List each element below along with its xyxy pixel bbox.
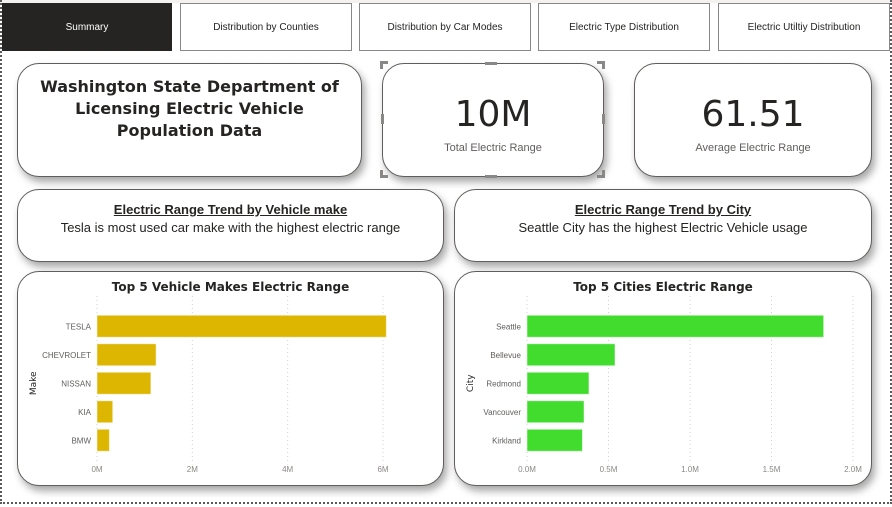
resize-handle[interactable] — [597, 175, 605, 178]
insight-heading: Electric Range Trend by City — [574, 202, 752, 217]
bar-bmw[interactable] — [96, 428, 110, 452]
bar-tesla[interactable] — [96, 314, 387, 338]
category-label: Vancouver — [483, 408, 521, 417]
bar-seattle[interactable] — [526, 314, 825, 338]
resize-handle[interactable] — [602, 170, 605, 178]
tab-electric-utility-distribution[interactable]: Electric Utiltiy Distribution — [718, 3, 890, 51]
category-label: BMW — [71, 436, 91, 445]
resize-handle[interactable] — [380, 170, 383, 178]
bar-kia[interactable] — [96, 400, 114, 424]
chart-card-top-makes[interactable]: Top 5 Vehicle Makes Electric Range 0M 2M 4… — [17, 271, 444, 486]
category-label: KIA — [78, 408, 92, 417]
bar-vancouver[interactable] — [526, 400, 585, 424]
category-label: TESLA — [66, 322, 92, 331]
x-tick-label: 2M — [187, 465, 198, 474]
tab-distribution-by-counties[interactable]: Distribution by Counties — [180, 3, 352, 51]
resize-handle[interactable] — [597, 61, 605, 64]
x-tick-label: 0M — [91, 465, 102, 474]
chart-card-top-cities[interactable]: Top 5 Cities Electric Range 0.0M 0.5M 1.0M… — [454, 271, 872, 486]
y-axis-title: Make — [29, 371, 39, 395]
page-title: Washington State Department of Licensing… — [40, 77, 339, 140]
insight-body: Seattle City has the highest Electric Ve… — [518, 220, 808, 235]
bar-chart-top-cities[interactable]: 0.0M 0.5M 1.0M 1.5M 2.0M Seattle Bellevue Redmo… — [455, 272, 873, 487]
x-tick-label: 1.0M — [681, 465, 699, 474]
chart-title: Top 5 Cities Electric Range — [573, 280, 753, 294]
x-tick-label: 6M — [377, 465, 388, 474]
category-label: Seattle — [496, 322, 521, 331]
tab-summary[interactable]: Summary — [2, 3, 172, 51]
x-tick-label: 0.0M — [518, 465, 536, 474]
category-label: NISSAN — [61, 379, 91, 388]
x-tick-label: 2.0M — [844, 465, 862, 474]
category-label: Bellevue — [490, 351, 521, 360]
resize-handle[interactable] — [485, 62, 497, 65]
kpi-value: 10M — [454, 94, 532, 135]
category-label: Kirkland — [492, 436, 521, 445]
x-tick-label: 4M — [282, 465, 293, 474]
insight-card-city: Electric Range Trend by City Seattle Cit… — [454, 189, 872, 262]
category-label: CHEVROLET — [42, 351, 91, 360]
x-tick-label: 1.5M — [763, 465, 781, 474]
resize-handle[interactable] — [380, 61, 388, 64]
insight-body: Tesla is most used car make with the hig… — [60, 220, 401, 235]
category-label: Redmond — [486, 379, 521, 388]
bar-bellevue[interactable] — [526, 343, 616, 367]
resize-handle[interactable] — [485, 175, 497, 178]
insight-heading: Electric Range Trend by Vehicle make — [113, 202, 348, 217]
title-card: Washington State Department of Licensing… — [17, 63, 362, 177]
kpi-card-total-range[interactable]: 10M Total Electric Range — [382, 63, 604, 177]
bar-redmond[interactable] — [526, 371, 590, 395]
tab-electric-type-distribution[interactable]: Electric Type Distribution — [538, 3, 710, 51]
tab-distribution-by-car-modes[interactable]: Distribution by Car Modes — [359, 3, 531, 51]
bar-chart-top-makes[interactable]: 0M 2M 4M 6M TESLA CHEVROLET NISSAN KIA BMW Make — [18, 272, 445, 487]
bar-chevrolet[interactable] — [96, 343, 157, 367]
insight-card-vehicle-make: Electric Range Trend by Vehicle make Tes… — [17, 189, 444, 262]
resize-handle[interactable] — [380, 175, 388, 178]
resize-handle[interactable] — [602, 61, 605, 69]
chart-title: Top 5 Vehicle Makes Electric Range — [111, 280, 350, 294]
resize-handle[interactable] — [381, 114, 384, 124]
resize-handle[interactable] — [380, 61, 383, 69]
kpi-card-average-range[interactable]: 61.51 Average Electric Range — [634, 63, 872, 177]
y-axis-title: City — [466, 374, 476, 392]
kpi-label: Total Electric Range — [444, 142, 542, 154]
x-tick-label: 0.5M — [600, 465, 618, 474]
bar-nissan[interactable] — [96, 371, 152, 395]
bar-kirkland[interactable] — [526, 428, 583, 452]
kpi-value: 61.51 — [701, 94, 805, 135]
top-strip — [0, 0, 892, 3]
resize-handle[interactable] — [602, 114, 605, 124]
kpi-label: Average Electric Range — [695, 142, 811, 154]
